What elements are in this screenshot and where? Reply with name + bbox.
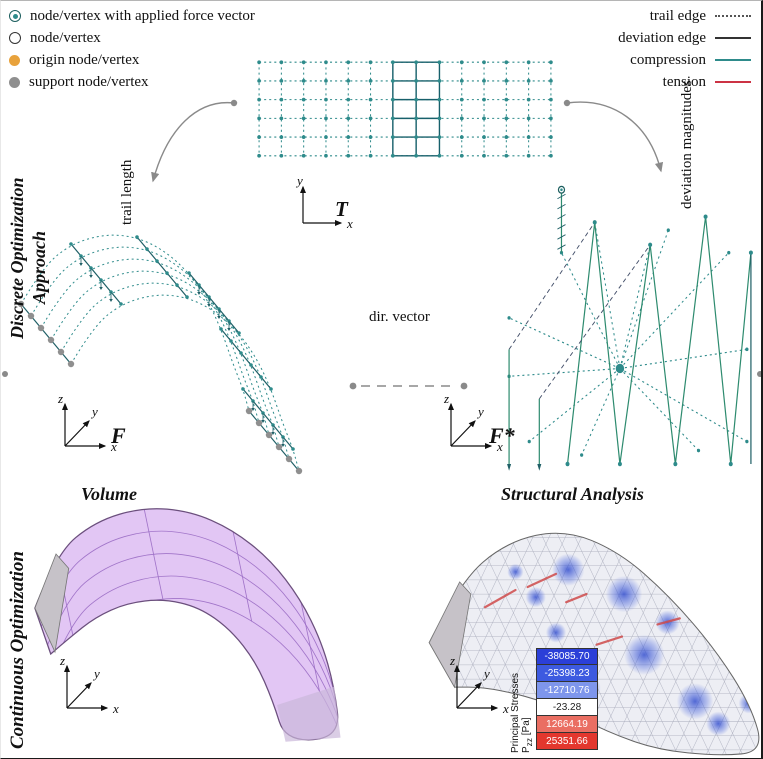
stress-symbol: P	[521, 746, 532, 753]
axis-label-x: x	[112, 701, 119, 716]
section-title-discrete: Discrete Optimization	[7, 177, 27, 340]
y-axis-arrow	[456, 682, 482, 709]
axis-label-y: y	[90, 404, 98, 419]
force-diagram	[507, 185, 753, 471]
y-axis-arrow	[64, 420, 90, 447]
axis-label-x: x	[502, 701, 509, 716]
axis-label-x: x	[346, 216, 353, 231]
dir-vector-label: dir. vector	[369, 309, 430, 325]
node-legend: node/vertex with applied force vector no…	[9, 5, 255, 93]
connector-start-dot	[563, 99, 571, 107]
support-dot-icon	[9, 76, 20, 88]
axis-label-y: y	[482, 666, 490, 681]
topology-label: T	[335, 197, 348, 221]
y-axis-arrow	[450, 420, 476, 447]
arrow-to-form	[151, 102, 235, 183]
stress-cell: -38085.70	[536, 648, 598, 665]
circled-dot-icon	[9, 10, 21, 22]
stress-symbol-sub: zz	[524, 738, 534, 747]
axis-label-y: y	[295, 175, 303, 188]
legend-row: origin node/vertex	[9, 49, 255, 71]
stress-cell: 12664.19	[536, 716, 598, 733]
axis-label-z: z	[449, 653, 455, 668]
legend-label: origin node/vertex	[29, 51, 140, 68]
legend-row: tension	[618, 71, 751, 93]
stress-cell: 25351.66	[536, 733, 598, 750]
topology-diagram	[257, 60, 553, 158]
stress-cell: -25398.23	[536, 665, 598, 682]
legend-row: support node/vertex	[9, 71, 255, 93]
edge-legend: trail edge deviation edge compression te…	[618, 5, 751, 93]
axis-label-x: x	[496, 439, 503, 454]
legend-label: tension	[662, 73, 706, 90]
edge-marker-left	[2, 371, 8, 377]
legend-row: node/vertex	[9, 27, 255, 49]
stress-title-line2: Pzz [Pa]	[521, 673, 534, 753]
structural-title: Structural Analysis	[501, 484, 644, 504]
legend-row: trail edge	[618, 5, 751, 27]
axis-label-y: y	[92, 666, 100, 681]
deviation-edge-swatch-icon	[715, 37, 751, 39]
open-circle-icon	[9, 32, 21, 44]
legend-row: deviation edge	[618, 27, 751, 49]
legend-label: trail edge	[649, 7, 706, 24]
axes-glyph-volume: z y x	[59, 653, 119, 716]
form-label: F	[111, 423, 126, 448]
stress-legend-title: Principal Stresses Pzz [Pa]	[510, 673, 534, 753]
legend-label: support node/vertex	[29, 73, 149, 90]
stress-legend-scale: -38085.70 -25398.23 -12710.76 -23.28 126…	[536, 648, 598, 750]
axis-label-z: z	[443, 391, 449, 406]
volume-diagram	[34, 508, 341, 742]
legend-label: node/vertex	[30, 29, 101, 46]
compression-swatch-icon	[715, 59, 751, 61]
stress-title-line1: Principal Stresses	[510, 672, 521, 753]
stress-unit: [Pa]	[521, 717, 532, 736]
y-axis-arrow	[66, 682, 92, 709]
dir-vector-dot-right	[460, 382, 468, 390]
stress-cell: -23.28	[536, 699, 598, 716]
trail-length-label: trail length	[119, 159, 135, 225]
axes-glyph-form: z y x	[57, 391, 117, 454]
origin-dot-icon	[9, 54, 20, 66]
arrow-to-force	[566, 101, 664, 173]
axes-glyph-force: z y x	[443, 391, 503, 454]
tension-swatch-icon	[715, 81, 751, 83]
stress-cell: -12710.76	[536, 682, 598, 699]
force-label: F*	[489, 423, 515, 448]
legend-label: compression	[630, 51, 706, 68]
form-diagram	[17, 234, 303, 475]
legend-label: deviation edge	[618, 29, 706, 46]
axis-label-z: z	[57, 391, 63, 406]
trail-edge-swatch-icon	[715, 15, 751, 17]
deviation-magnitudes-label: deviation magnitudes	[679, 80, 695, 209]
section-title-approach: Approach	[29, 230, 49, 304]
axis-label-z: z	[59, 653, 65, 668]
axis-label-y: y	[476, 404, 484, 419]
section-title-continuous: Continuous Optimization	[7, 551, 28, 749]
connector-start-dot	[230, 99, 238, 107]
axes-glyph-topology: y x	[295, 175, 353, 231]
axis-label-x: x	[110, 439, 117, 454]
legend-row: node/vertex with applied force vector	[9, 5, 255, 27]
legend-label: node/vertex with applied force vector	[30, 7, 255, 24]
legend-row: compression	[618, 49, 751, 71]
axes-glyph-structural: z y x	[449, 653, 509, 716]
volume-title: Volume	[81, 484, 138, 504]
